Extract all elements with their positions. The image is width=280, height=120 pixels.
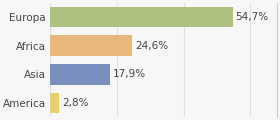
Bar — [50, 7, 233, 27]
Bar — [50, 35, 132, 56]
Bar — [50, 64, 110, 85]
Text: 2,8%: 2,8% — [62, 98, 88, 108]
Text: 24,6%: 24,6% — [135, 41, 168, 51]
Text: 17,9%: 17,9% — [113, 69, 146, 79]
Bar — [50, 93, 59, 113]
Text: 54,7%: 54,7% — [235, 12, 269, 22]
